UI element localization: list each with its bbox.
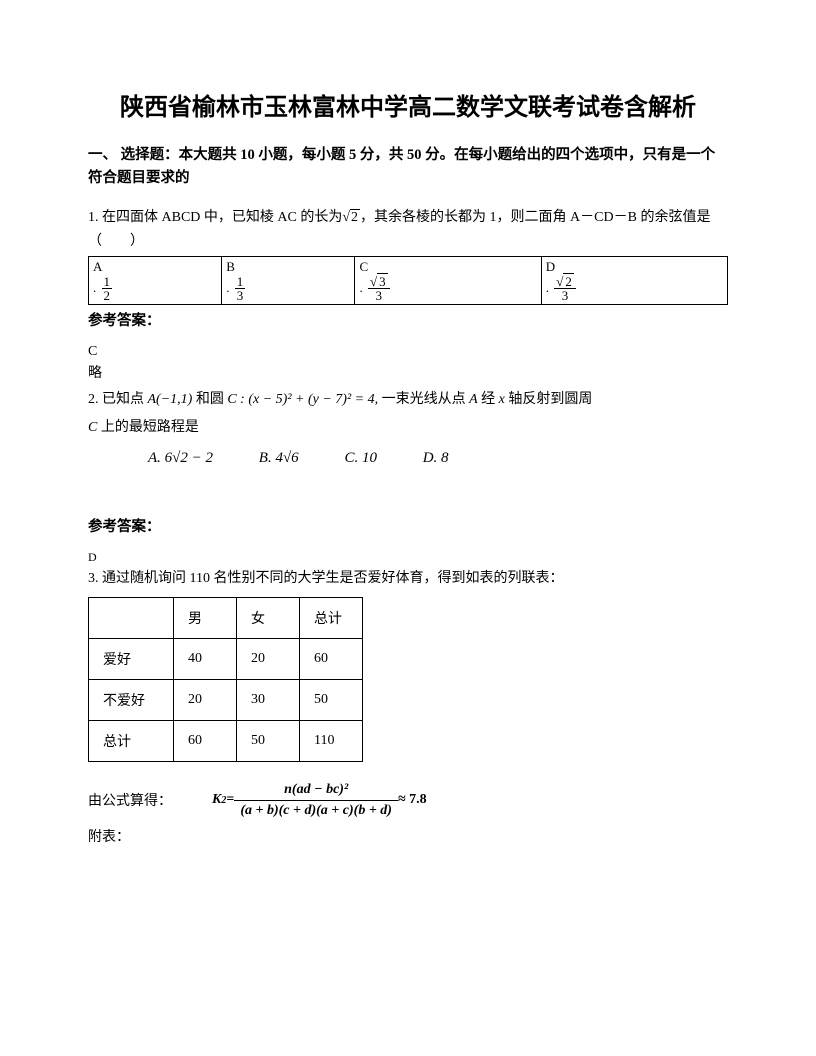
page-title: 陕西省榆林市玉林富林中学高二数学文联考试卷含解析 [88, 90, 728, 126]
sqrt-icon: √2 [342, 206, 360, 230]
k-squared-expr: K2 = n(ad − bc)² (a + b)(c + d)(a + c)(b… [212, 780, 427, 820]
q1-answer: C [88, 344, 728, 360]
q2-opt-b[interactable]: B. 4√6 [259, 450, 299, 466]
q1-opt-b[interactable]: B. 13 [222, 257, 355, 305]
section-1-heading: 一、 选择题：本大题共 10 小题，每小题 5 分，共 50 分。在每小题给出的… [88, 144, 728, 190]
table-row: 男 女 总计 [89, 598, 363, 639]
q1-answer-label: 参考答案： [88, 309, 728, 330]
q1-options-table: A. 12 B. 13 C. √33 D. √23 [88, 256, 728, 305]
table-row: 不爱好 20 30 50 [89, 680, 363, 721]
q1-opt-d[interactable]: D. √23 [541, 257, 727, 305]
table-row: 总计 60 50 110 [89, 721, 363, 762]
q3-formula-line: 由公式算得： K2 = n(ad − bc)² (a + b)(c + d)(a… [88, 780, 728, 820]
q2-answer-label: 参考答案： [88, 515, 728, 536]
q1-note: 略 [88, 362, 728, 386]
circle-expr: C : (x − 5)² + (y − 7)² = 4, [227, 386, 378, 414]
table-row: 爱好 40 20 60 [89, 639, 363, 680]
q1-stem-a: 1. 在四面体 ABCD 中，已知棱 AC 的长为 [88, 211, 342, 226]
q2-opt-d[interactable]: D. 8 [423, 450, 449, 466]
q1-opt-c[interactable]: C. √33 [355, 257, 541, 305]
q3-contingency-table: 男 女 总计 爱好 40 20 60 不爱好 20 30 50 总计 60 50… [88, 597, 363, 762]
q3-appendix-label: 附表： [88, 826, 728, 850]
q2-stem: 2. 已知点 A(−1,1) 和圆 C : (x − 5)² + (y − 7)… [88, 386, 728, 442]
q2-opt-c[interactable]: C. 10 [344, 450, 377, 466]
q2-opt-a[interactable]: A. 6√2 − 2 [148, 450, 213, 466]
q3-stem: 3. 通过随机询问 110 名性别不同的大学生是否爱好体育，得到如表的列联表： [88, 567, 728, 591]
q1-opt-a[interactable]: A. 12 [89, 257, 222, 305]
point-a-expr: A(−1,1) [148, 386, 193, 414]
q1-stem: 1. 在四面体 ABCD 中，已知棱 AC 的长为√2，其余各棱的长都为 1，则… [88, 206, 728, 254]
exam-page: 陕西省榆林市玉林富林中学高二数学文联考试卷含解析 一、 选择题：本大题共 10 … [0, 0, 816, 890]
q2-options: A. 6√2 − 2 B. 4√6 C. 10 D. 8 [88, 442, 728, 475]
q2-answer: D [88, 550, 728, 565]
